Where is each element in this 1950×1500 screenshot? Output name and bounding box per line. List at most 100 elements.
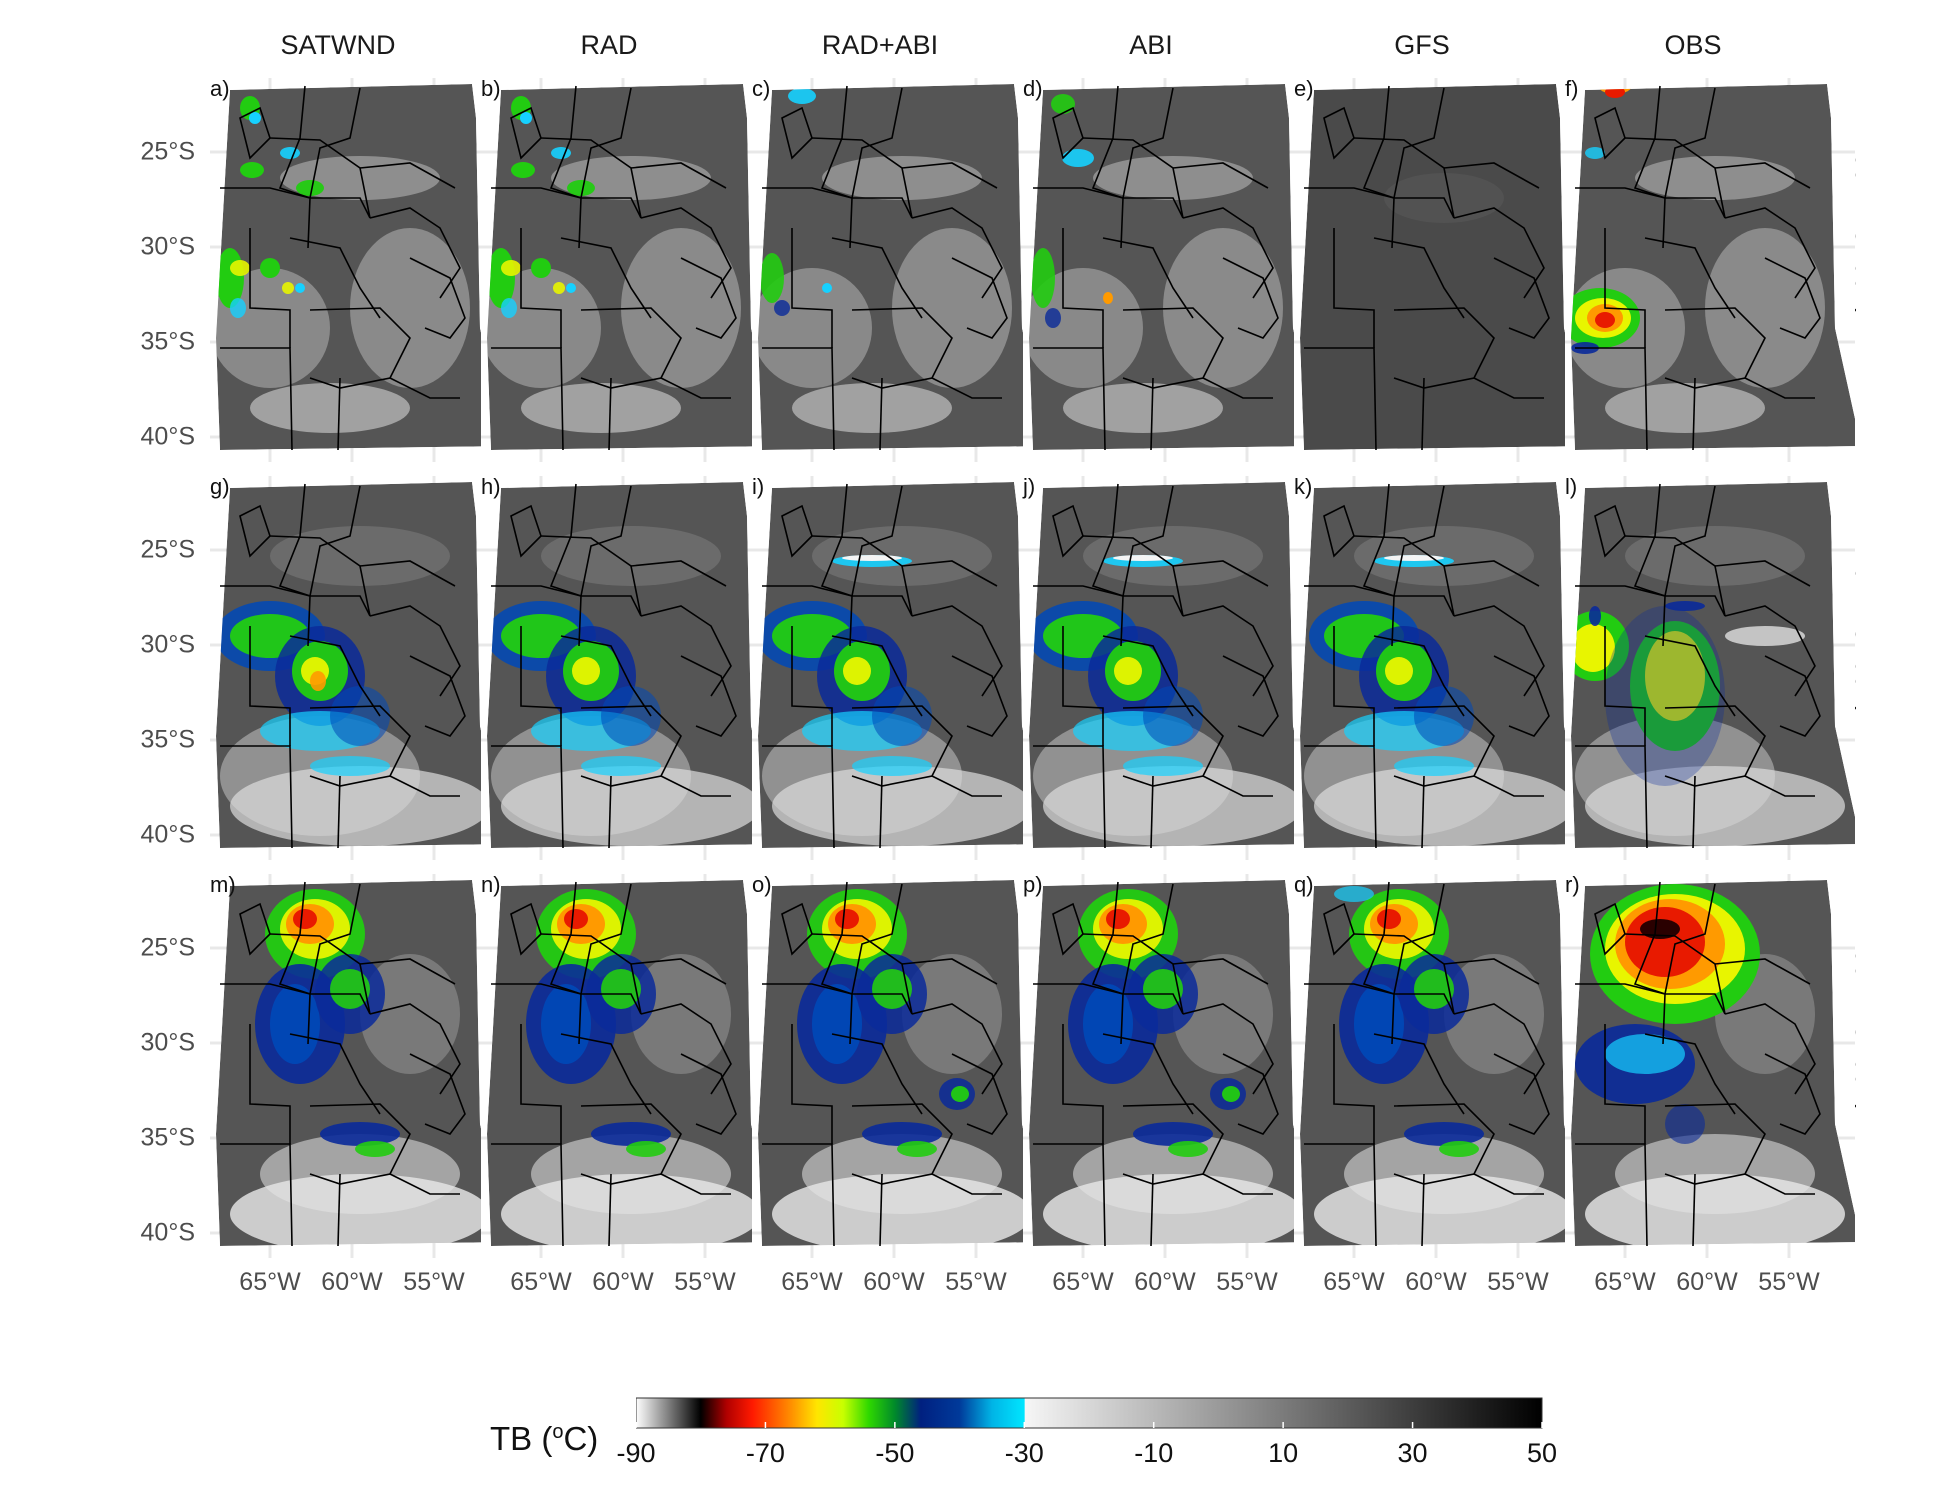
lat-tick-40s-row3: 40°S bbox=[140, 1218, 195, 1247]
political-boundaries bbox=[1575, 483, 1821, 849]
boundary-line bbox=[1594, 902, 1626, 956]
boundary-line bbox=[951, 655, 1008, 737]
boundary-line bbox=[1393, 883, 1445, 995]
cloud-field bbox=[1073, 1134, 1273, 1214]
cloud-field bbox=[1143, 969, 1183, 1009]
boundary-line bbox=[762, 585, 913, 617]
cloud-field bbox=[1605, 1034, 1685, 1074]
boundary-line bbox=[239, 902, 271, 956]
map-image bbox=[481, 78, 771, 462]
boundary-line bbox=[580, 705, 682, 787]
boundary-line bbox=[781, 902, 813, 956]
boundary-line bbox=[220, 983, 371, 1015]
boundary-line bbox=[1182, 605, 1274, 697]
map-image bbox=[752, 78, 1042, 462]
boundary-line bbox=[560, 1033, 652, 1115]
boundary-line bbox=[491, 1143, 564, 1247]
boundary-line bbox=[1373, 1033, 1465, 1115]
boundary-line bbox=[1393, 87, 1445, 199]
boundary-line bbox=[1353, 933, 1455, 1015]
cloud-field bbox=[1083, 984, 1133, 1064]
boundary-line bbox=[630, 560, 727, 587]
cloud-field bbox=[1615, 1134, 1815, 1214]
boundary-line bbox=[1764, 655, 1821, 737]
panel-label: l) bbox=[1565, 474, 1578, 499]
boundary-line bbox=[820, 85, 853, 249]
cloud-field bbox=[1585, 147, 1605, 159]
cloud-field bbox=[1043, 766, 1303, 846]
cloud-field bbox=[296, 180, 324, 196]
map-image bbox=[1023, 78, 1313, 462]
cloud-field bbox=[1625, 907, 1705, 977]
cloud-field bbox=[1571, 624, 1615, 672]
boundary-line bbox=[409, 257, 466, 339]
cloud-field bbox=[1103, 292, 1113, 304]
colorbar-gradient bbox=[636, 1397, 1543, 1429]
boundary-line bbox=[1644, 237, 1736, 319]
cloud-field bbox=[862, 1122, 942, 1146]
lon-tick-60w-col4: 60°W bbox=[1134, 1268, 1196, 1296]
boundary-line bbox=[1202, 775, 1273, 797]
colorbar-tick-label: 50 bbox=[1526, 1438, 1558, 1468]
map-image bbox=[1294, 78, 1584, 462]
boundary-line bbox=[1764, 257, 1821, 339]
lon-tick-65w-col5: 65°W bbox=[1323, 1268, 1385, 1296]
boundary-line bbox=[1033, 347, 1106, 451]
boundary-line bbox=[309, 1103, 411, 1185]
map-panel-16: p) bbox=[1023, 874, 1313, 1258]
cloud-field bbox=[551, 147, 571, 159]
boundary-line bbox=[540, 137, 642, 219]
boundary-line bbox=[1575, 585, 1726, 617]
cloud-field bbox=[355, 1141, 395, 1157]
cloud-field bbox=[310, 756, 390, 776]
cloud-field bbox=[951, 1086, 969, 1102]
political-boundaries bbox=[491, 483, 737, 849]
boundary-line bbox=[951, 1053, 1008, 1135]
map-image bbox=[1294, 476, 1584, 860]
boundary-line bbox=[359, 958, 456, 985]
cloud-field bbox=[1045, 308, 1061, 328]
lat-tick-35s-row3: 35°S bbox=[140, 1123, 195, 1152]
boundary-line bbox=[309, 307, 411, 389]
boundary-line bbox=[1575, 347, 1648, 451]
cloud-field bbox=[1605, 606, 1725, 786]
lon-tick-55w-col6: 55°W bbox=[1758, 1268, 1820, 1296]
cloud-field bbox=[1123, 756, 1203, 776]
lon-tick-65w-col1: 65°W bbox=[239, 1268, 301, 1296]
boundary-line bbox=[1362, 881, 1395, 1045]
cloud-field bbox=[1377, 909, 1401, 929]
lat-tick-25s-row1: 25°S bbox=[140, 137, 195, 166]
boundary-line bbox=[1091, 881, 1124, 1045]
cloud-field bbox=[812, 526, 992, 586]
lat-tick-25s-row2: 25°S bbox=[140, 535, 195, 564]
cloud-field bbox=[360, 954, 460, 1074]
cloud-field bbox=[1384, 555, 1444, 561]
cloud-field bbox=[1439, 1141, 1479, 1157]
cloud-field bbox=[897, 1141, 937, 1157]
boundary-line bbox=[911, 207, 1003, 299]
cloud-field bbox=[772, 766, 1032, 846]
boundary-line bbox=[1323, 504, 1355, 558]
boundary-line bbox=[1122, 1103, 1224, 1185]
cloud-field bbox=[501, 260, 521, 276]
boundary-line bbox=[831, 237, 923, 319]
lon-tick-60w-col2: 60°W bbox=[592, 1268, 654, 1296]
boundary-line bbox=[791, 228, 833, 348]
boundary-line bbox=[1062, 626, 1104, 746]
boundary-line bbox=[220, 585, 371, 617]
boundary-line bbox=[831, 1033, 923, 1115]
cloud-field bbox=[1725, 626, 1805, 646]
cloud-field bbox=[270, 526, 450, 586]
panel-label: c) bbox=[752, 76, 771, 101]
boundary-line bbox=[1222, 257, 1279, 339]
cloud-field bbox=[1114, 657, 1142, 685]
cloud-field bbox=[1051, 94, 1075, 114]
lon-tick-60w-col3: 60°W bbox=[863, 1268, 925, 1296]
map-panel-13: m) bbox=[210, 874, 500, 1258]
colorbar-tick-label: -10 bbox=[1134, 1438, 1174, 1468]
boundary-line bbox=[1323, 902, 1355, 956]
boundary-line bbox=[1453, 207, 1545, 299]
cloud-field bbox=[591, 1122, 671, 1146]
cloud-field bbox=[1414, 686, 1474, 746]
